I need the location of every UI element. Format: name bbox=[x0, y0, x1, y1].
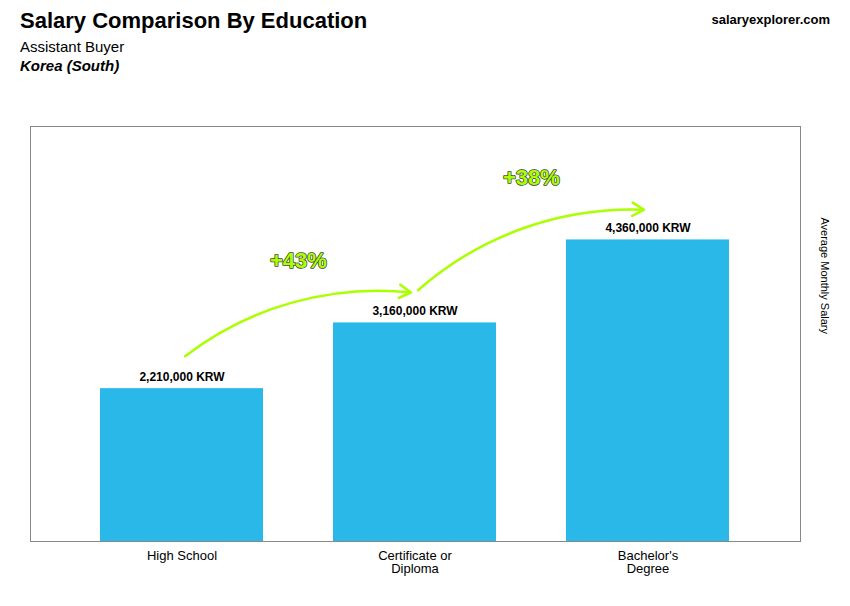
svg-text:3,160,000 KRW: 3,160,000 KRW bbox=[372, 304, 458, 318]
svg-text:2,210,000 KRW: 2,210,000 KRW bbox=[139, 370, 225, 384]
html-text:Salary Comparison By Education: Salary Comparison By Education bbox=[20, 8, 368, 33]
svg-text:+38%: +38% bbox=[503, 165, 560, 190]
svg-text:+43%: +43% bbox=[270, 248, 327, 273]
svg-text:Certificate orDiploma: Certificate orDiploma bbox=[378, 548, 452, 576]
html-text:salaryexplorer.com: salaryexplorer.com bbox=[711, 12, 830, 27]
svg-text:4,360,000 KRW: 4,360,000 KRW bbox=[605, 221, 691, 235]
svg-text:High School: High School bbox=[147, 548, 217, 563]
svg-text:Bachelor'sDegree: Bachelor'sDegree bbox=[618, 548, 679, 576]
html-text:Korea (South): Korea (South) bbox=[20, 57, 120, 74]
svg-text:Average Monthly Salary: Average Monthly Salary bbox=[819, 217, 831, 334]
html-text:Assistant Buyer: Assistant Buyer bbox=[20, 38, 125, 55]
